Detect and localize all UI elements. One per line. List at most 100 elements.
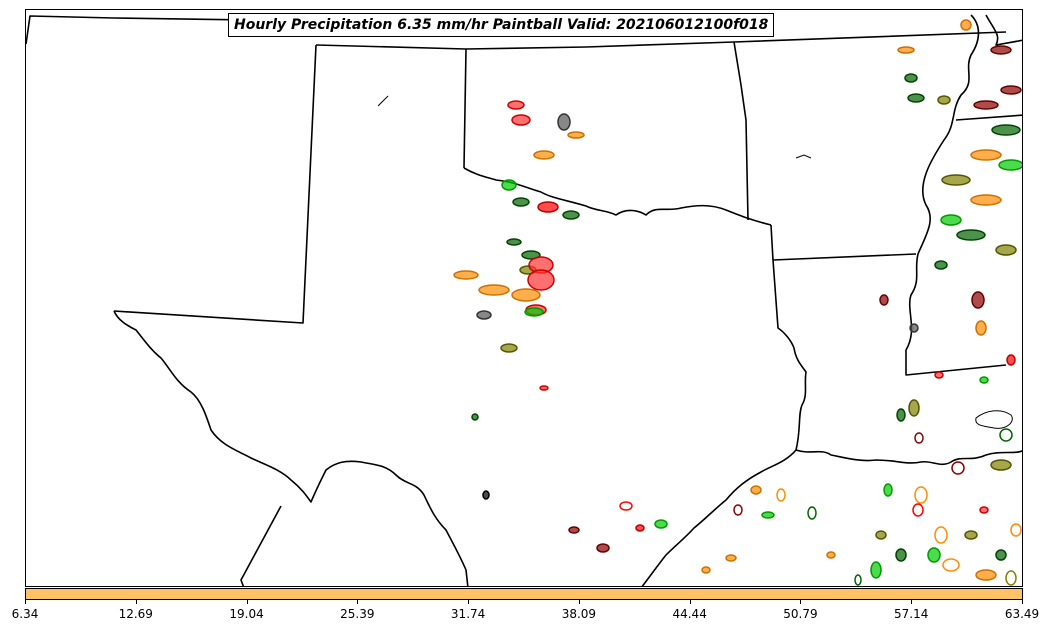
precip-cell	[942, 558, 960, 572]
precip-cell	[557, 113, 571, 131]
precip-cell	[539, 385, 549, 391]
precip-cell	[971, 291, 985, 309]
colorbar-tick	[246, 600, 248, 604]
precip-cell	[908, 399, 920, 417]
precip-cell	[914, 432, 924, 444]
precip-cell	[914, 486, 928, 504]
precip-cell	[883, 483, 893, 497]
precip-cell	[907, 93, 925, 103]
precip-cell	[471, 413, 479, 421]
colorbar-tick	[800, 600, 802, 604]
precip-cell	[909, 323, 919, 333]
precip-cell	[1005, 570, 1017, 586]
precip-cell	[975, 569, 997, 581]
precip-cell	[870, 561, 882, 579]
precip-cell	[875, 530, 887, 540]
ks-ok-border	[465, 31, 1007, 50]
colorbar-tick-label: 50.79	[783, 607, 818, 621]
precip-cell	[912, 503, 924, 517]
precip-cell	[1000, 85, 1022, 95]
precip-cell	[904, 73, 918, 83]
precip-cell	[960, 19, 972, 31]
colorbar-tick-label: 38.09	[561, 607, 597, 621]
ok-ar-border	[733, 41, 749, 221]
colorbar-tick-label: 57.14	[894, 607, 929, 621]
precip-cell	[979, 506, 989, 514]
red-river	[463, 167, 772, 226]
lake-ponchartrain	[975, 410, 1013, 429]
precip-cell	[524, 307, 544, 317]
precip-cell	[990, 45, 1012, 55]
precip-cell	[701, 566, 711, 574]
colorbar-tick	[135, 600, 137, 604]
precip-cell	[776, 488, 786, 502]
rio-grande	[113, 310, 469, 586]
precip-cell	[562, 210, 580, 220]
colorbar-tick	[468, 600, 470, 604]
precip-cell	[619, 501, 633, 511]
colorbar-tick-label: 63.49	[1004, 607, 1040, 621]
precip-cell	[895, 548, 907, 562]
nm-ok-border	[26, 15, 317, 45]
precip-cell	[927, 547, 941, 563]
precip-cell	[999, 428, 1013, 442]
precip-cell	[897, 46, 915, 54]
ms-al-border	[955, 114, 1022, 121]
precip-cell	[733, 504, 743, 516]
precip-cell	[970, 149, 1002, 161]
precip-cell	[527, 269, 555, 291]
gulf-coast	[641, 449, 797, 586]
colorbar-tick	[911, 600, 913, 604]
precip-cell	[1006, 354, 1016, 366]
map-panel	[25, 9, 1023, 587]
precip-cell	[956, 229, 986, 241]
ok-lake	[795, 154, 812, 159]
colorbar-tick	[578, 600, 580, 604]
precip-cell	[934, 526, 948, 544]
precip-cell	[990, 459, 1012, 471]
precip-cell	[507, 100, 525, 110]
precip-cell	[964, 530, 978, 540]
precip-cell	[896, 408, 906, 422]
precip-cell	[521, 250, 541, 260]
precip-cell	[725, 554, 737, 562]
colorbar-tick	[1022, 600, 1023, 604]
precip-cell	[500, 343, 518, 353]
precip-cell	[879, 294, 889, 306]
precip-cell	[482, 490, 490, 500]
ar-ms-top	[985, 14, 1022, 46]
precip-cell	[537, 201, 559, 213]
precip-cell	[568, 526, 580, 534]
precip-cell	[940, 214, 962, 226]
colorbar-tick-label: 44.44	[672, 607, 707, 621]
precip-cell	[826, 551, 836, 559]
map-title: Hourly Precipitation 6.35 mm/hr Paintbal…	[228, 13, 775, 37]
tx-la-border	[770, 224, 807, 451]
precip-cell	[937, 95, 951, 105]
precip-cell	[991, 124, 1021, 136]
panhandle-north	[315, 44, 467, 169]
precip-cell	[979, 376, 989, 384]
precip-cell	[567, 131, 585, 139]
precip-cell	[506, 238, 522, 246]
precip-cell	[501, 179, 517, 191]
precip-cell	[995, 549, 1007, 561]
precip-cell	[854, 574, 862, 586]
precip-cell	[478, 284, 510, 296]
precip-cell	[970, 194, 1002, 206]
precip-cell	[453, 270, 479, 280]
louisiana-coast	[795, 449, 1022, 466]
precip-cell	[761, 511, 775, 519]
colorbar-tick	[689, 600, 691, 604]
colorbar-tick-label: 19.04	[229, 607, 264, 621]
precip-cell	[951, 461, 965, 475]
colorbar-tick-label: 31.74	[450, 607, 486, 621]
precip-cell	[995, 244, 1017, 256]
nm-tx-border-east	[113, 44, 317, 324]
mexico-state-line-1	[240, 505, 282, 586]
colorbar-tick	[25, 600, 26, 604]
precip-cell	[654, 519, 668, 529]
precip-cell	[1010, 523, 1022, 537]
colorbar-tick-label: 12.69	[118, 607, 153, 621]
precip-cell	[807, 506, 817, 520]
